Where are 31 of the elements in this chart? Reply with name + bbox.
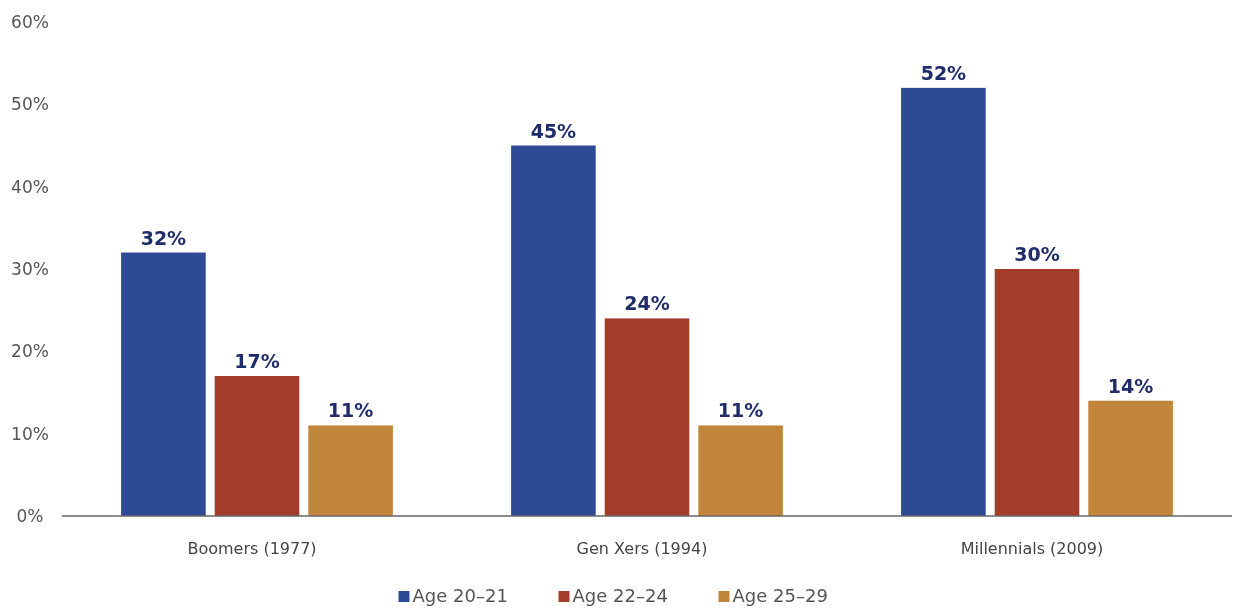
bar [1088,400,1173,516]
x-tick-label: Millennials (2009) [960,539,1104,558]
bar [901,87,986,516]
data-label: 17% [234,350,280,373]
bar [994,269,1080,516]
data-label: 11% [717,399,764,422]
data-label: 32% [140,226,187,249]
bar [214,376,300,516]
x-tick-label: Boomers (1977) [187,539,317,558]
y-tick-label: 40% [11,176,49,197]
data-label: 52% [920,61,967,84]
bar [308,425,393,516]
y-tick-label: 50% [11,94,49,115]
y-tick-label: 60% [11,12,49,32]
y-tick-label: 30% [11,259,49,279]
bar [511,145,596,516]
legend-label: Age 22–24 [572,585,668,606]
bar [698,425,783,516]
data-label: 14% [1107,374,1154,397]
data-label: 45% [530,119,577,142]
data-label: 24% [624,292,670,315]
y-tick-label: 10% [11,423,49,444]
legend-label: Age 25–29 [732,585,828,606]
bar [604,318,690,516]
bar [121,252,206,516]
y-tick-label: 20% [11,341,49,362]
legend-label: Age 20–21 [412,585,508,606]
data-label: 30% [1014,243,1060,265]
data-label: 11% [327,399,374,422]
y-tick-label: 0% [16,506,44,526]
x-tick-label: Gen Xers (1994) [576,539,708,558]
